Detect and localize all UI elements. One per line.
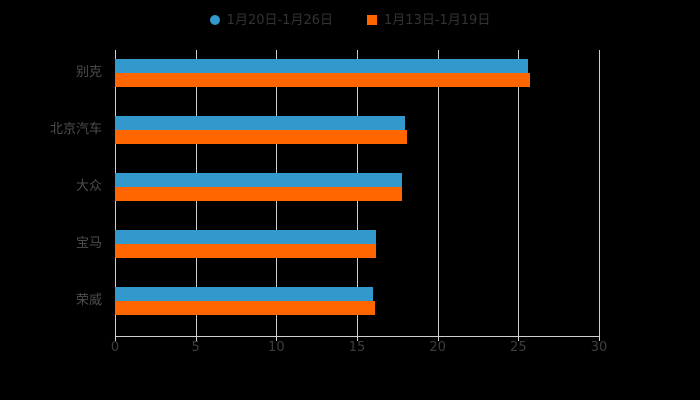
x-tick-label-25: 25 xyxy=(510,340,527,355)
legend-item-0[interactable]: 1月20日-1月26日 xyxy=(209,12,333,28)
bar-大众-series-1[interactable] xyxy=(115,187,403,201)
bar-北京汽车-series-1[interactable] xyxy=(115,129,407,144)
bar-别克-series-1[interactable] xyxy=(115,72,530,87)
x-tick-label-20: 20 xyxy=(429,340,446,355)
y-axis-label-宝马: 宝马 xyxy=(75,236,102,252)
x-tick-label-0: 0 xyxy=(110,340,120,355)
bar-北京汽车-series-0[interactable] xyxy=(115,115,406,130)
x-tick-mark-10 xyxy=(276,336,278,341)
bar-宝马-series-0[interactable] xyxy=(115,230,377,245)
y-axis-label-别克: 别克 xyxy=(75,64,102,80)
bar-荣威-series-0[interactable] xyxy=(115,287,374,302)
y-axis-label-大众: 大众 xyxy=(75,179,102,194)
square-marker-icon xyxy=(367,15,377,25)
bar-宝马-series-1[interactable] xyxy=(115,244,377,259)
y-axis-label-荣威: 荣威 xyxy=(75,293,102,309)
x-tick-mark-5 xyxy=(195,336,197,341)
legend-item-1[interactable]: 1月13日-1月19日 xyxy=(367,14,490,27)
bar-大众-series-0[interactable] xyxy=(115,173,403,187)
legend-item-label: 1月13日-1月19日 xyxy=(384,12,491,28)
gridline-x-20 xyxy=(437,50,439,336)
x-tick-label-5: 5 xyxy=(191,340,200,355)
bar-别克-series-0[interactable] xyxy=(115,58,528,73)
legend-item-label: 1月20日-1月26日 xyxy=(226,12,333,28)
x-tick-mark-30 xyxy=(599,336,600,341)
gridline-x-25 xyxy=(518,50,520,336)
x-tick-mark-0 xyxy=(115,336,116,341)
x-tick-mark-25 xyxy=(518,336,520,341)
bar-荣威-series-1[interactable] xyxy=(115,301,375,316)
x-tick-mark-15 xyxy=(357,336,358,341)
x-tick-mark-20 xyxy=(437,336,439,341)
x-tick-label-10: 10 xyxy=(268,340,285,355)
y-axis-label-北京汽车: 北京汽车 xyxy=(49,121,102,137)
circle-marker-icon xyxy=(209,15,220,25)
x-tick-label-15: 15 xyxy=(348,340,366,355)
gridline-x-30 xyxy=(599,50,600,336)
chart-legend: 1月20日-1月26日 1月13日-1月19日 xyxy=(0,8,700,32)
x-tick-label-30: 30 xyxy=(590,340,608,355)
plot-area xyxy=(115,50,600,336)
